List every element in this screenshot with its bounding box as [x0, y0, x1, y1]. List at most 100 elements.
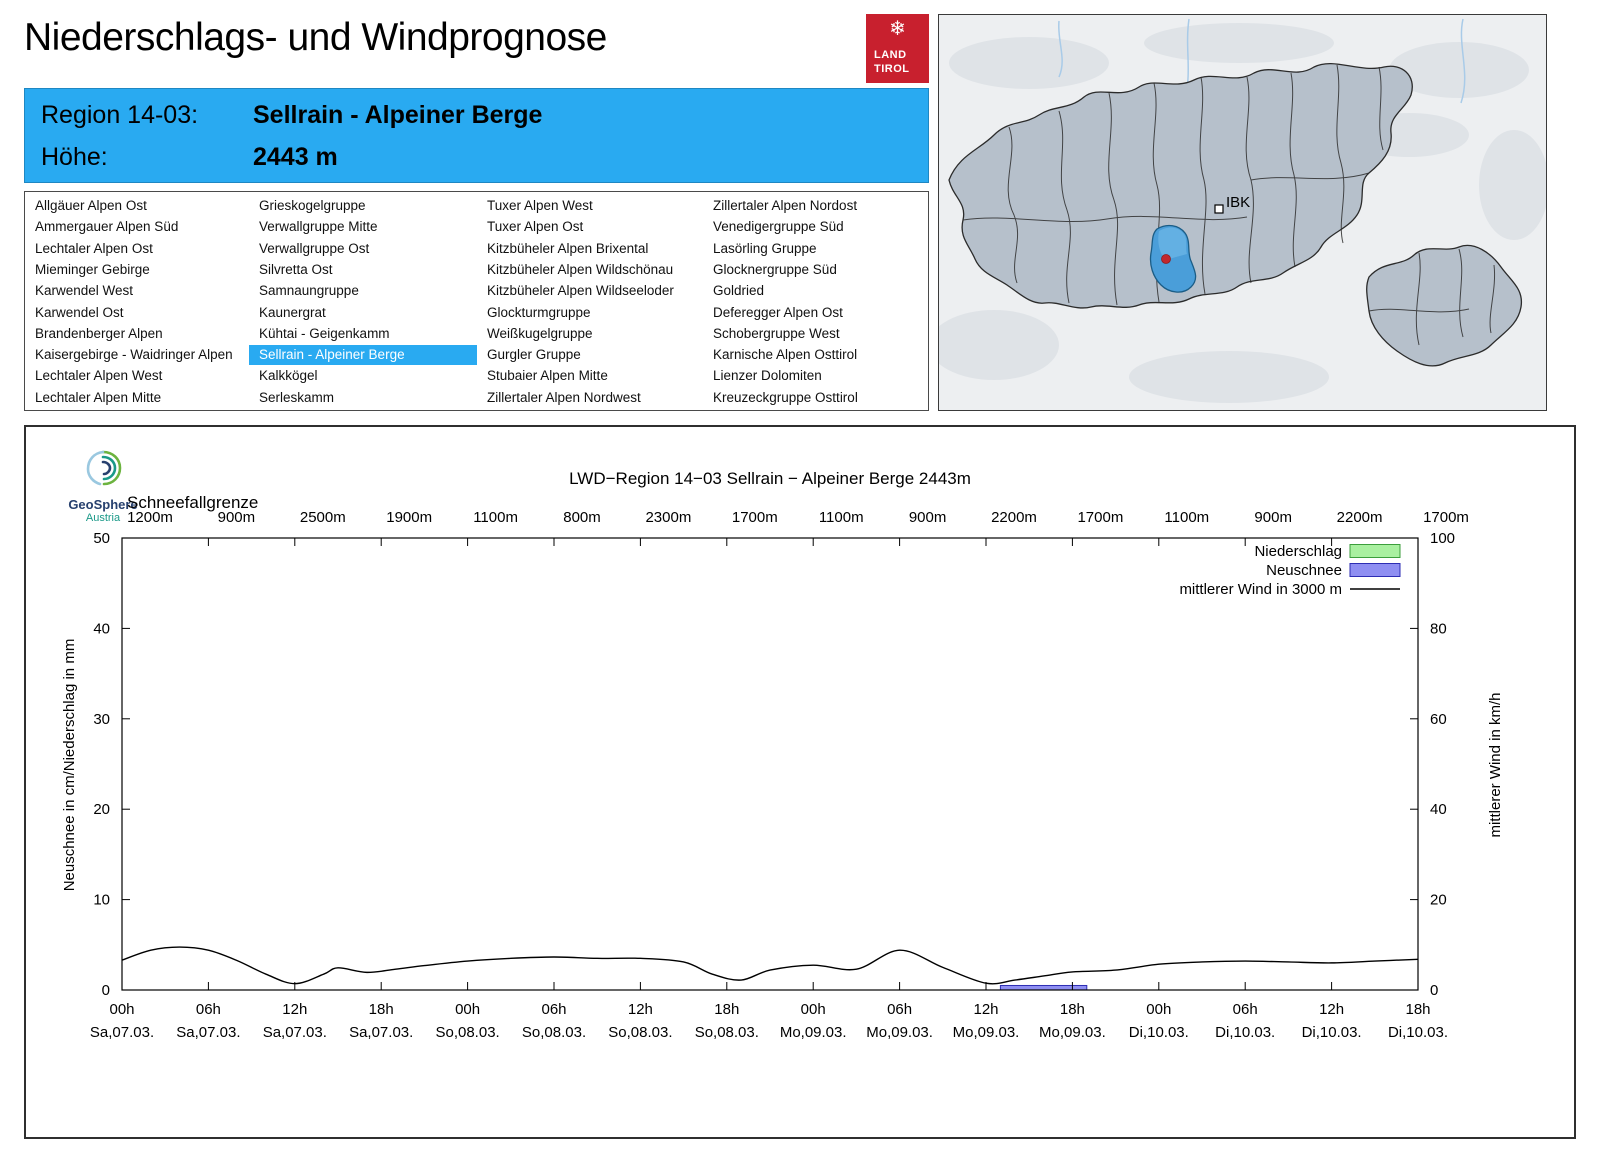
region-list-item[interactable]: Lechtaler Alpen Mitte — [35, 389, 162, 405]
region-list-item[interactable]: Goldried — [713, 283, 765, 299]
x-date-label: Mo,09.03. — [866, 1024, 933, 1041]
x-date-label: Sa,07.03. — [176, 1024, 240, 1041]
x-date-label: Di,10.03. — [1388, 1024, 1448, 1041]
region-list-item[interactable]: Zillertaler Alpen Nordwest — [487, 389, 641, 405]
x-hour-label: 12h — [1319, 1001, 1344, 1018]
region-list-item[interactable]: Glocknergruppe Süd — [713, 261, 837, 277]
region-list-item[interactable]: Allgäuer Alpen Ost — [35, 198, 147, 213]
x-hour-label: 00h — [455, 1001, 480, 1018]
y-right-tick-label: 20 — [1430, 892, 1447, 909]
y-right-tick-label: 40 — [1430, 801, 1447, 818]
region-list-item[interactable]: Lechtaler Alpen West — [35, 368, 163, 384]
region-list-item[interactable]: Silvretta Ost — [259, 261, 333, 277]
region-list-item[interactable]: Stubaier Alpen Mitte — [487, 368, 608, 384]
region-list-item[interactable]: Gurgler Gruppe — [487, 347, 581, 363]
x-date-label: Di,10.03. — [1302, 1024, 1362, 1041]
region-list-item[interactable]: Grieskogelgruppe — [259, 198, 366, 213]
region-list-item[interactable]: Samnaungruppe — [259, 283, 359, 299]
region-list-item[interactable]: Kaisergebirge - Waidringer Alpen — [35, 347, 233, 363]
snowline-value: 1100m — [819, 509, 864, 526]
region-list-item[interactable]: Deferegger Alpen Ost — [713, 304, 843, 320]
chart-plot: 00h Sa,07.03. 06h Sa,07.03. 12h Sa,07.03. 18h S… — [90, 509, 1469, 1041]
region-list-item[interactable]: Zillertaler Alpen Nordost — [713, 198, 858, 213]
x-date-label: Sa,07.03. — [263, 1024, 327, 1041]
snowline-value: 2200m — [1337, 509, 1383, 526]
region-list-item[interactable]: Tuxer Alpen West — [487, 198, 593, 213]
map-selected-region-light — [1158, 227, 1187, 260]
region-list-item[interactable]: Glockturmgruppe — [487, 304, 591, 320]
altitude-value: 2443 m — [253, 143, 338, 171]
region-list-item[interactable]: Kitzbüheler Alpen Wildseeloder — [487, 283, 674, 299]
region-list-item[interactable]: Ammergauer Alpen Süd — [35, 219, 179, 235]
x-date-label: Di,10.03. — [1215, 1024, 1275, 1041]
chart-panel: GeoSphere Austria LWD−Region 14−03 Sellr… — [24, 425, 1576, 1139]
region-list-item[interactable]: Karwendel Ost — [35, 304, 124, 320]
region-list-item[interactable]: Schobergruppe West — [713, 325, 840, 341]
x-hour-label: 12h — [973, 1001, 998, 1018]
snowline-value: 900m — [1254, 509, 1292, 526]
snowline-heading: Schneefallgrenze — [127, 493, 258, 512]
chart-title: LWD−Region 14−03 Sellrain − Alpeiner Ber… — [569, 469, 971, 488]
snowline-value: 900m — [909, 509, 947, 526]
legend-swatch — [1349, 544, 1401, 558]
region-list-item[interactable]: Venedigergruppe Süd — [713, 219, 844, 235]
region-list-item[interactable]: Kalkkögel — [259, 368, 318, 384]
region-list-item[interactable]: Serleskamm — [259, 389, 335, 405]
y-axis-right-title: mittlerer Wind in km/h — [1487, 692, 1504, 837]
snowline-value: 2200m — [991, 509, 1037, 526]
region-list-item[interactable]: Kreuzeckgruppe Osttirol — [713, 389, 858, 405]
forecast-chart-canvas: LWD−Region 14−03 Sellrain − Alpeiner Ber… — [61, 469, 1504, 1041]
region-list-item[interactable]: Kitzbüheler Alpen Wildschönau — [487, 261, 674, 277]
y-left-tick-label: 50 — [93, 530, 110, 547]
east-tirol-region — [1366, 244, 1523, 367]
x-hour-label: 00h — [109, 1001, 134, 1018]
region-label: Region 14-03: — [41, 101, 199, 129]
geosphere-swirl-icon — [86, 450, 122, 486]
x-date-label: So,08.03. — [608, 1024, 672, 1041]
geosphere-name: GeoSphere — [68, 497, 138, 512]
snowline-value: 2300m — [645, 509, 691, 526]
region-list-item[interactable]: Tuxer Alpen Ost — [487, 219, 584, 235]
x-hour-label: 06h — [1233, 1001, 1258, 1018]
x-date-label: So,08.03. — [435, 1024, 499, 1041]
snowline-value: 1100m — [473, 509, 518, 526]
region-list-item[interactable]: Verwallgruppe Mitte — [259, 219, 378, 235]
innsbruck-label: IBK — [1226, 194, 1250, 211]
region-list-item[interactable]: Karwendel West — [35, 283, 134, 299]
logo-text-land: LAND — [874, 49, 907, 61]
x-hour-label: 12h — [628, 1001, 653, 1018]
north-tirol-region — [948, 63, 1413, 309]
snowline-value: 1700m — [732, 509, 778, 526]
wind-line — [121, 946, 1419, 985]
neuschnee-bar — [999, 984, 1088, 991]
altitude-label: Höhe: — [41, 143, 108, 171]
x-hour-label: 00h — [801, 1001, 826, 1018]
y-right-tick-label: 100 — [1430, 530, 1455, 547]
region-list-item[interactable]: Weißkugelgruppe — [487, 325, 593, 341]
x-date-label: Mo,09.03. — [780, 1024, 847, 1041]
region-list-item[interactable]: Kaunergrat — [259, 304, 326, 320]
x-date-label: Mo,09.03. — [953, 1024, 1020, 1041]
geosphere-logo: GeoSphere Austria — [48, 445, 158, 524]
snowline-value: 1100m — [1164, 509, 1209, 526]
region-list-item[interactable]: Lienzer Dolomiten — [713, 368, 822, 384]
snowline-value: 1700m — [1423, 509, 1469, 526]
region-list-item[interactable]: Lasörling Gruppe — [713, 240, 817, 256]
region-list-item[interactable]: Kühtai - Geigenkamm — [259, 325, 390, 341]
region-list-item-selected[interactable]: Sellrain - Alpeiner Berge — [249, 345, 477, 366]
logo-text-tirol: TIROL — [874, 63, 910, 75]
region-list-item[interactable]: Brandenberger Alpen — [35, 325, 163, 341]
x-hour-label: 18h — [1060, 1001, 1085, 1018]
x-date-label: Sa,07.03. — [349, 1024, 413, 1041]
y-left-tick-label: 0 — [102, 982, 110, 999]
legend-swatch — [1349, 563, 1401, 577]
region-list-item[interactable]: Mieminger Gebirge — [35, 261, 150, 277]
x-date-label: Sa,07.03. — [90, 1024, 154, 1041]
region-list-item[interactable]: Verwallgruppe Ost — [259, 240, 370, 256]
legend-label: Neuschnee — [1266, 562, 1342, 579]
region-list-item[interactable]: Karnische Alpen Osttirol — [713, 347, 858, 363]
region-list-item[interactable]: Kitzbüheler Alpen Brixental — [487, 240, 649, 256]
region-list-item[interactable]: Lechtaler Alpen Ost — [35, 240, 153, 256]
region-header: Region 14-03: Sellrain - Alpeiner Berge … — [24, 88, 929, 183]
district-borders — [962, 64, 1384, 306]
